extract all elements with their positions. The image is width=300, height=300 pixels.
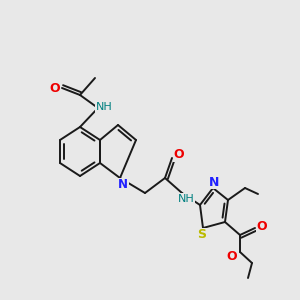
Text: N: N (118, 178, 128, 191)
Text: O: O (227, 250, 237, 263)
Text: S: S (197, 229, 206, 242)
Text: O: O (257, 220, 267, 232)
Text: O: O (174, 148, 184, 161)
Text: O: O (50, 82, 60, 95)
Text: NH: NH (96, 102, 112, 112)
Text: N: N (209, 176, 219, 188)
Text: NH: NH (178, 194, 194, 204)
